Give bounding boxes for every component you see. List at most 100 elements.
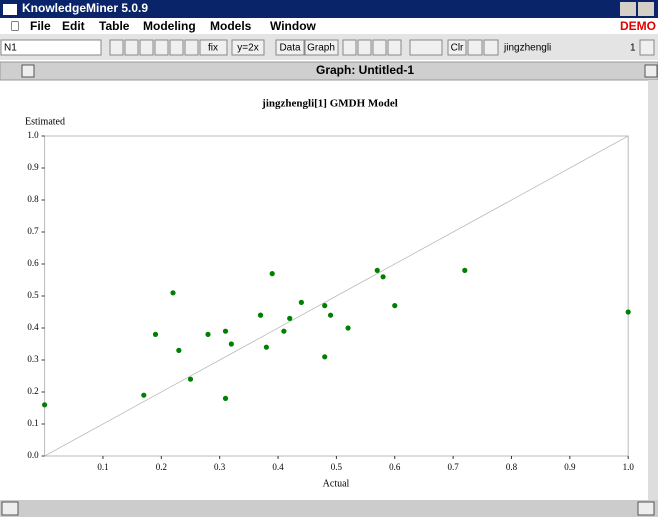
- data-point: [322, 354, 328, 360]
- line-button[interactable]: [409, 39, 443, 56]
- tool-button[interactable]: [372, 39, 387, 56]
- y-tick-label: 0.6: [27, 258, 39, 268]
- horizontal-scrollbar[interactable]: [0, 500, 658, 517]
- y-tick-label: 0.5: [27, 290, 39, 300]
- data-point: [269, 271, 275, 277]
- next-button[interactable]: [483, 39, 499, 56]
- data-point: [205, 331, 211, 337]
- y-tick-label: 0.4: [27, 322, 39, 332]
- data-point: [380, 274, 386, 280]
- spin-button[interactable]: [639, 39, 655, 56]
- menu-item[interactable]: Models: [210, 19, 252, 33]
- apple-menu[interactable]: : [10, 18, 20, 33]
- data-point: [322, 303, 328, 309]
- name-field-text: N1: [4, 43, 17, 54]
- data-point: [263, 344, 269, 350]
- x-tick-label: 0.7: [447, 462, 459, 472]
- data-point: [327, 312, 334, 318]
- title-bar: [0, 0, 658, 18]
- data-point: [374, 267, 380, 273]
- data-point: [625, 309, 631, 315]
- data-point: [176, 347, 182, 353]
- button-label: Clr: [451, 43, 464, 54]
- app-icon: [3, 4, 17, 15]
- close-box[interactable]: [21, 64, 35, 78]
- zoom-box[interactable]: [644, 64, 658, 78]
- x-tick-label: 1.0: [623, 462, 635, 472]
- y-tick-label: 1.0: [27, 130, 39, 140]
- x-tick-label: 0.5: [331, 462, 343, 472]
- button-label: Graph: [307, 43, 335, 54]
- data-point: [345, 325, 351, 331]
- data-point: [462, 267, 468, 273]
- x-tick-label: 0.9: [564, 462, 576, 472]
- y-tick-label: 0.7: [27, 226, 39, 236]
- tool-button[interactable]: [154, 39, 169, 56]
- menu-item[interactable]: Table: [99, 19, 130, 33]
- data-point: [152, 331, 159, 337]
- y-tick-label: 0.8: [27, 194, 39, 204]
- menu-item[interactable]: Edit: [62, 19, 85, 33]
- menu-bar: [0, 18, 658, 34]
- chart: jingzhengli[1] GMDH Model Estimated Actu…: [25, 98, 634, 490]
- graph-window-title: Graph: Untitled-1: [316, 63, 414, 77]
- x-tick-label: 0.2: [156, 462, 167, 472]
- tool-button[interactable]: [184, 39, 199, 56]
- button-label: y=2x: [237, 43, 258, 54]
- graph-button[interactable]: [304, 39, 339, 56]
- y2x-button[interactable]: [231, 39, 265, 56]
- data-point: [222, 328, 229, 334]
- x-tick-label: 0.3: [214, 462, 226, 472]
- data-point: [298, 299, 304, 305]
- tool-button[interactable]: [139, 39, 154, 56]
- y-tick-label: 0.0: [27, 450, 39, 460]
- clr-button[interactable]: [447, 39, 467, 56]
- tool-button[interactable]: [169, 39, 184, 56]
- tool-button[interactable]: [124, 39, 139, 56]
- menu-item[interactable]: Modeling: [143, 19, 196, 33]
- data-point: [42, 402, 48, 408]
- tool-button[interactable]: [357, 39, 372, 56]
- data-point: [287, 315, 293, 321]
- button-label: fix: [208, 43, 218, 54]
- vertical-scrollbar[interactable]: [648, 80, 658, 500]
- y-tick-label: 0.1: [27, 418, 38, 428]
- x-tick-label: 0.1: [97, 462, 108, 472]
- window-title: KnowledgeMiner 5.0.9: [22, 1, 148, 15]
- minimize-button[interactable]: [620, 2, 636, 16]
- scroll-right[interactable]: [637, 501, 655, 516]
- name-field[interactable]: [0, 39, 102, 56]
- graph-window-header: [0, 61, 658, 81]
- chart-title: jingzhengli[1] GMDH Model: [261, 98, 398, 110]
- fix-button[interactable]: [199, 39, 228, 56]
- y-axis-label: Estimated: [25, 116, 65, 127]
- data-point: [170, 290, 176, 296]
- x-tick-label: 0.4: [272, 462, 284, 472]
- button-label: Data: [279, 43, 301, 54]
- demo-badge: DEMO: [620, 19, 656, 33]
- tool-button[interactable]: [387, 39, 402, 56]
- y-tick-label: 0.3: [27, 354, 39, 364]
- data-button[interactable]: [275, 39, 305, 56]
- data-point: [141, 392, 147, 398]
- tool-button[interactable]: [342, 39, 357, 56]
- menu-item[interactable]: Window: [270, 19, 317, 33]
- menu-item[interactable]: File: [30, 19, 51, 33]
- y-tick-label: 0.9: [27, 162, 39, 172]
- data-point: [222, 395, 229, 401]
- maximize-button[interactable]: [638, 2, 654, 16]
- reference-diagonal: [44, 135, 629, 457]
- tool-button[interactable]: [109, 39, 124, 56]
- data-point: [392, 303, 398, 309]
- x-tick-label: 0.8: [506, 462, 518, 472]
- x-axis-label: Actual: [323, 478, 350, 489]
- data-point: [228, 341, 234, 347]
- prev-button[interactable]: [467, 39, 483, 56]
- index-field: 1: [630, 43, 636, 54]
- scroll-left[interactable]: [1, 501, 19, 516]
- dataset-name: jingzhengli: [503, 43, 551, 54]
- x-tick-label: 0.6: [389, 462, 401, 472]
- data-point: [257, 312, 264, 318]
